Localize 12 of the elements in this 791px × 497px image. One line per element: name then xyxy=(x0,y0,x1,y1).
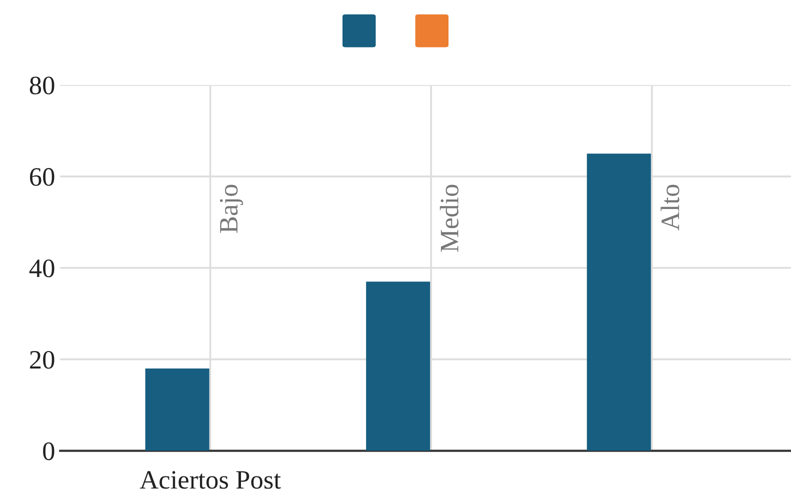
x-tick-label: Aciertos Post xyxy=(140,471,281,489)
y-tick-label: 40 xyxy=(29,259,54,278)
annotation: Medio xyxy=(440,184,458,252)
bar xyxy=(145,368,210,451)
annotation: Alto xyxy=(660,184,680,230)
bar xyxy=(366,282,430,451)
y-tick-label: 20 xyxy=(30,350,54,369)
y-tick-label: 0 xyxy=(43,442,54,460)
bar xyxy=(586,154,651,451)
annotation: Bajo xyxy=(220,184,244,233)
y-tick-label: 80 xyxy=(30,76,54,94)
y-tick-label: 60 xyxy=(30,168,54,186)
